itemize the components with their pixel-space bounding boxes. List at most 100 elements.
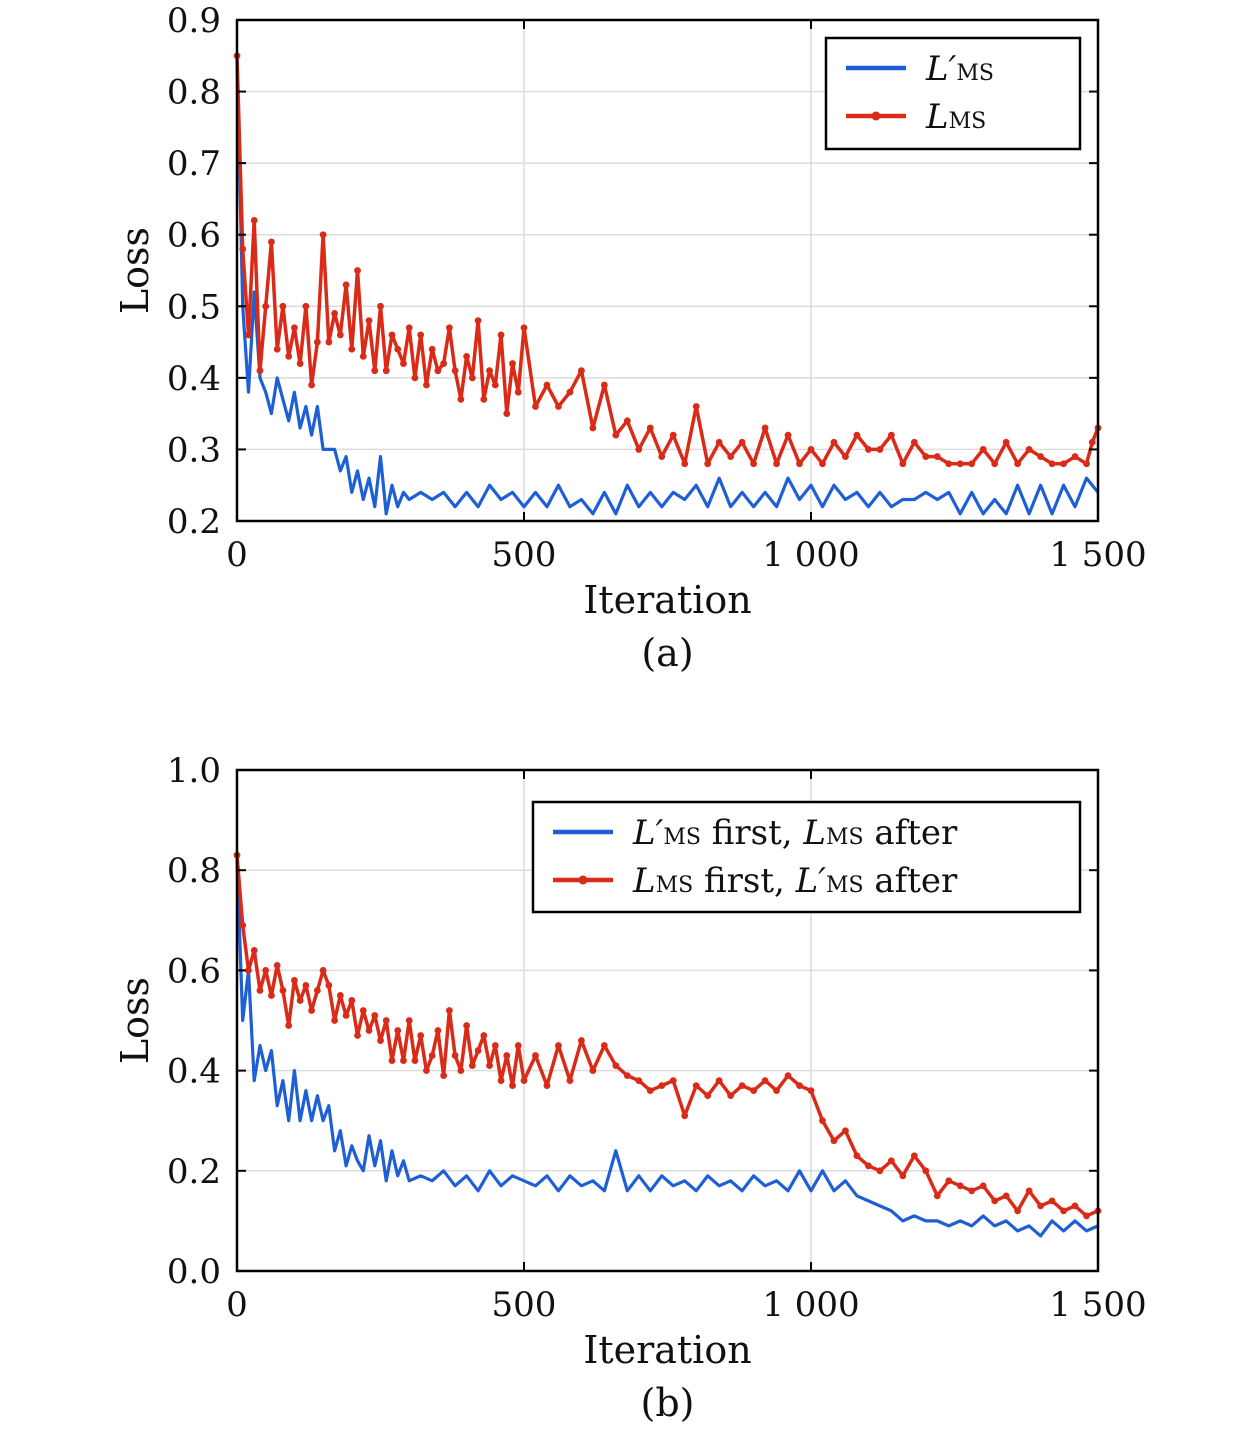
data-point	[509, 1082, 516, 1090]
data-point	[463, 1022, 470, 1029]
data-point	[1060, 460, 1067, 468]
data-point	[262, 967, 270, 974]
data-point	[956, 1182, 964, 1190]
y-tick-label: 0.6	[167, 216, 221, 256]
data-point	[354, 1032, 361, 1039]
data-point	[388, 1057, 396, 1064]
data-point	[336, 992, 344, 999]
data-point	[371, 1012, 379, 1019]
data-point	[497, 331, 505, 339]
data-point	[313, 987, 321, 994]
x-tick-label: 1 500	[1049, 535, 1146, 575]
data-point	[411, 374, 419, 382]
data-point	[336, 331, 344, 339]
legend: L′MS first, LMS after LMS first, L′MS aft…	[531, 800, 1082, 914]
data-point	[956, 460, 964, 468]
data-point	[514, 1042, 522, 1049]
data-point	[250, 217, 258, 224]
data-point	[400, 360, 407, 367]
data-point	[308, 381, 316, 389]
data-point	[313, 338, 321, 346]
data-point	[612, 431, 620, 439]
data-point	[543, 1082, 551, 1090]
y-tick-label: 0.9	[167, 1, 221, 41]
data-point	[463, 352, 470, 360]
data-point	[503, 410, 511, 418]
legend-label: LMS first, L′MS after	[632, 861, 958, 901]
data-point	[842, 453, 849, 460]
data-point	[933, 1192, 941, 1200]
data-point	[819, 1117, 826, 1125]
data-point	[262, 302, 270, 310]
data-point	[646, 1087, 654, 1095]
data-point	[520, 324, 528, 332]
legend-box	[531, 800, 1082, 914]
data-point	[773, 1087, 780, 1095]
data-point	[291, 977, 298, 984]
y-tick-label: 0.4	[167, 1052, 221, 1092]
data-point	[865, 1162, 872, 1170]
data-point	[566, 1077, 574, 1085]
data-point	[325, 982, 333, 989]
data-point	[273, 961, 281, 969]
data-point	[445, 1007, 453, 1014]
data-point	[899, 460, 907, 468]
legend-marker	[578, 875, 588, 885]
data-point	[669, 431, 677, 439]
data-point	[600, 1042, 608, 1049]
data-point	[991, 460, 999, 468]
data-point	[899, 1172, 907, 1180]
data-point	[268, 238, 275, 246]
data-point	[773, 460, 780, 468]
data-point	[285, 352, 293, 360]
panel-caption: (a)	[641, 631, 693, 675]
x-tick-label: 500	[492, 1285, 557, 1325]
data-point	[600, 381, 608, 389]
data-point	[761, 424, 769, 432]
data-point	[348, 997, 356, 1004]
data-point	[876, 1167, 884, 1175]
y-axis-label: Loss	[113, 227, 157, 314]
data-point	[423, 381, 430, 389]
data-point	[796, 1082, 803, 1090]
data-point	[738, 438, 746, 446]
data-point	[979, 446, 987, 453]
data-point	[704, 1092, 712, 1100]
data-point	[887, 1157, 895, 1165]
x-tick-label: 1 000	[762, 535, 859, 575]
data-point	[830, 438, 838, 446]
data-point	[382, 1017, 390, 1024]
data-point	[669, 1077, 677, 1085]
data-point	[440, 1072, 448, 1080]
data-point	[532, 403, 539, 410]
data-point	[457, 395, 465, 403]
data-point	[922, 1167, 930, 1175]
data-point	[612, 1062, 620, 1069]
data-point	[342, 281, 350, 289]
data-point	[1048, 1197, 1056, 1205]
data-point	[256, 987, 264, 994]
data-point	[635, 446, 643, 453]
data-point	[1083, 1212, 1090, 1220]
data-point	[842, 1127, 849, 1135]
data-point	[279, 987, 287, 994]
x-tick-label: 1 000	[762, 1285, 859, 1325]
data-point	[411, 1057, 419, 1064]
data-point	[400, 1057, 407, 1064]
data-point	[325, 338, 333, 346]
legend-label: LMS	[925, 97, 986, 137]
data-point	[807, 1087, 815, 1095]
data-point	[468, 374, 476, 382]
data-point	[945, 460, 953, 468]
series-line-0	[235, 55, 1100, 516]
legend-marker	[871, 111, 881, 121]
panel-caption: (b)	[641, 1381, 695, 1425]
data-point	[291, 324, 298, 332]
y-tick-label: 0.7	[167, 144, 221, 184]
data-point	[434, 367, 442, 375]
data-point	[497, 1077, 505, 1085]
data-point	[589, 1067, 597, 1074]
plot-frame	[235, 768, 1100, 1273]
x-tick-label: 0	[226, 1285, 248, 1325]
legend: L′MS LMS	[824, 36, 1082, 151]
